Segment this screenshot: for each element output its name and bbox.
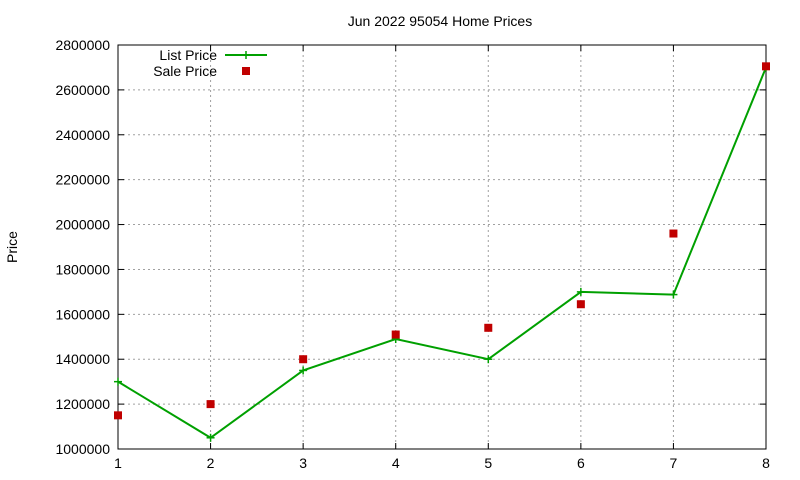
- series-layer: [114, 62, 770, 442]
- y-tick-label: 1800000: [55, 261, 110, 277]
- sale-price-point: [576, 300, 585, 309]
- x-tick-label: 5: [484, 455, 492, 471]
- x-tick-label: 4: [392, 455, 400, 471]
- list-price-point: [484, 355, 493, 364]
- x-tick-label: 6: [577, 455, 585, 471]
- list-price-point: [114, 377, 122, 386]
- y-tick-label: 2200000: [55, 172, 110, 188]
- legend-label: List Price: [159, 47, 217, 63]
- x-tick-label: 7: [670, 455, 678, 471]
- list-price-line: [117, 67, 767, 439]
- axis-ticks: 1000000 1200000 1400000 1600000 1800000 20000…: [55, 37, 770, 471]
- sale-price-point: [762, 62, 770, 71]
- list-price-point: [206, 433, 215, 442]
- legend-label: Sale Price: [153, 63, 217, 79]
- y-tick-label: 1600000: [55, 306, 110, 322]
- y-tick-label: 2600000: [55, 82, 110, 98]
- list-price-point: [669, 290, 678, 299]
- x-tick-label: 8: [762, 455, 770, 471]
- x-tick-label: 3: [299, 455, 307, 471]
- sale-price-point: [484, 323, 493, 332]
- chart-title: Jun 2022 95054 Home Prices: [348, 13, 532, 29]
- y-tick-label: 2400000: [55, 127, 110, 143]
- y-axis-label: Price: [4, 231, 20, 263]
- series-0: [114, 63, 770, 442]
- sale-price-point: [391, 330, 400, 339]
- y-tick-label: 1200000: [55, 396, 110, 412]
- sale-price-point: [114, 411, 122, 420]
- sale-price-point: [299, 355, 308, 364]
- y-tick-label: 2800000: [55, 37, 110, 53]
- legend-plus-swatch: [242, 51, 250, 59]
- y-tick-label: 2000000: [55, 217, 110, 233]
- x-tick-label: 1: [114, 455, 122, 471]
- sale-price-point: [669, 229, 678, 238]
- list-price-point: [576, 287, 585, 296]
- plot-frame: [117, 44, 767, 450]
- grid-lines: [118, 45, 766, 449]
- x-tick-label: 2: [207, 455, 215, 471]
- legend-square-swatch: [242, 67, 250, 75]
- y-tick-label: 1400000: [55, 351, 110, 367]
- series-1: [114, 62, 770, 420]
- sale-price-point: [206, 400, 215, 409]
- y-tick-label: 1000000: [55, 441, 110, 457]
- list-price-point: [299, 366, 308, 375]
